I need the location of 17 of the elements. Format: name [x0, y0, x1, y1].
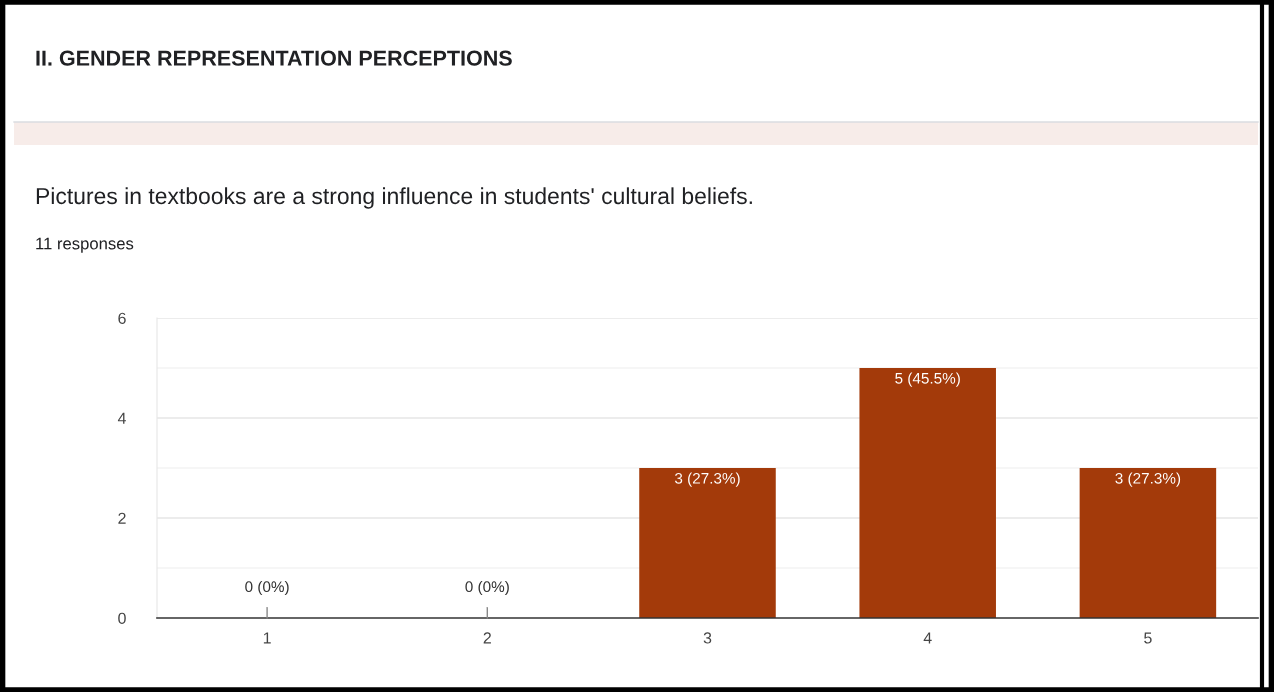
data-label: 3 (27.3%) — [674, 472, 740, 487]
text: 11 responses — [36, 237, 134, 253]
data-label: 3 (27.3%) — [1115, 472, 1181, 487]
x-tick-label: 5 — [1144, 632, 1152, 644]
y-tick-label: 2 — [118, 512, 126, 524]
x-tick-label: 4 — [923, 632, 932, 644]
y-tick-label: 4 — [117, 412, 126, 424]
y-tick-label: 6 — [118, 312, 126, 324]
x-tick-label: 2 — [483, 632, 491, 644]
chart-title: II. GENDER REPRESENTATION PERCEPTIONS — [36, 50, 512, 66]
data-label: 0 (0%) — [245, 580, 289, 596]
data-label: 5 (45.5%) — [895, 372, 960, 387]
data-label: 0 (0%) — [465, 580, 509, 596]
chart-subtitle: Pictures in textbooks are a strong influence in students' cultural beliefs. — [36, 187, 752, 209]
y-tick-label: 0 — [118, 612, 126, 624]
x-tick-label: 3 — [703, 632, 712, 644]
x-tick-label: 1 — [263, 632, 271, 644]
